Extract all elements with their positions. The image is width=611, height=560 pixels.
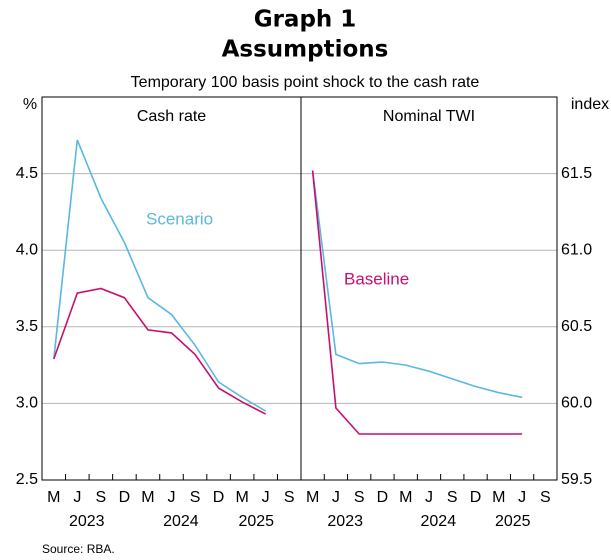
y2-tick-label: 61.5 <box>561 165 592 182</box>
series-line <box>311 170 523 435</box>
x-tick-label: J <box>262 489 270 506</box>
chart-subtitle: Assumptions <box>222 37 389 63</box>
year-label: 2024 <box>163 513 199 530</box>
y2-tick-label: 61.0 <box>561 241 592 258</box>
series-label: Baseline <box>344 269 409 288</box>
chart-note: Temporary 100 basis point shock to the c… <box>131 74 480 91</box>
x-tick-label: S <box>447 489 458 506</box>
panel-title: Nominal TWI <box>383 108 475 125</box>
x-tick-label: S <box>96 489 107 506</box>
y-tick-label: 3.0 <box>16 395 38 412</box>
year-label: 2025 <box>238 513 274 530</box>
y-tick-label: 4.0 <box>16 241 38 258</box>
series-line <box>53 287 267 415</box>
panel-title: Cash rate <box>137 108 206 125</box>
x-tick-label: M <box>47 489 60 506</box>
x-tick-label: S <box>190 489 201 506</box>
x-tick-label: D <box>119 489 131 506</box>
series-line <box>311 170 523 399</box>
year-label: 2025 <box>495 513 531 530</box>
x-tick-label: D <box>377 489 389 506</box>
plot-frame <box>41 96 558 481</box>
y2-tick-label: 60.5 <box>561 318 592 335</box>
axis-unit: % <box>23 96 37 113</box>
chart-title: Graph 1 <box>254 7 357 33</box>
x-tick-label: J <box>73 489 81 506</box>
x-tick-label: M <box>492 489 505 506</box>
series-line <box>53 139 267 412</box>
x-tick-label: M <box>235 489 248 506</box>
year-label: 2024 <box>421 513 457 530</box>
x-tick-label: J <box>332 489 340 506</box>
x-tick-label: J <box>168 489 176 506</box>
x-tick-label: D <box>213 489 225 506</box>
y-tick-label: 3.5 <box>16 318 38 335</box>
year-label: 2023 <box>327 513 363 530</box>
x-tick-label: S <box>540 489 551 506</box>
y-tick-label: 4.5 <box>16 165 38 182</box>
x-tick-label: S <box>354 489 365 506</box>
series-label: Scenario <box>146 209 213 228</box>
x-tick-label: J <box>425 489 433 506</box>
x-tick-label: J <box>518 489 526 506</box>
y-tick-label: 2.5 <box>16 471 38 488</box>
axis-unit: index <box>571 96 609 113</box>
source: Source: RBA. <box>42 542 115 556</box>
x-tick-label: S <box>284 489 295 506</box>
x-tick-label: D <box>470 489 482 506</box>
x-tick-label: M <box>399 489 412 506</box>
y2-tick-label: 60.0 <box>561 395 592 412</box>
x-tick-label: M <box>141 489 154 506</box>
y2-tick-label: 59.5 <box>561 471 592 488</box>
year-label: 2023 <box>69 513 105 530</box>
x-tick-label: M <box>306 489 319 506</box>
